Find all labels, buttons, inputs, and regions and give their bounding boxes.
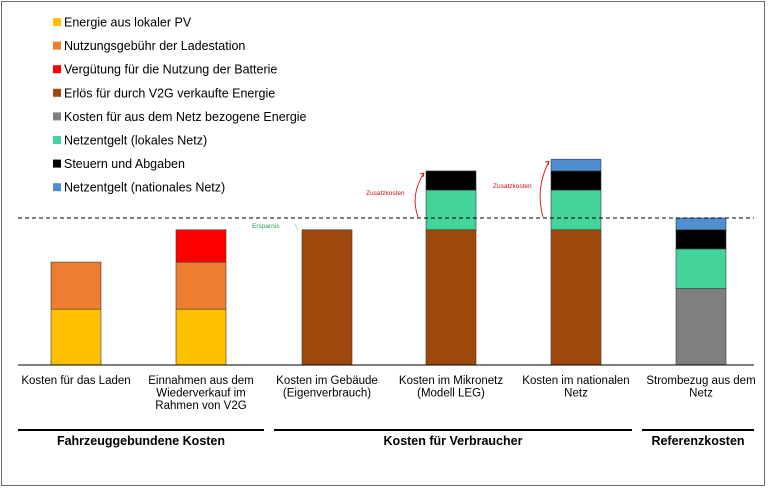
category-label-3-line-1: Kosten im Gebäude — [276, 375, 378, 387]
legend-label-verg-tung-f-r-die-nutzung-der-batterie: Vergütung für die Nutzung der Batterie — [64, 63, 277, 77]
bar-einnahmen-aus-dem-wiederverkauf-im-rahmen-von-v2g-verg-tung-f-r-die-nutzung-der-batterie — [175, 229, 227, 263]
legend-swatch-energie-aus-lokaler-pv — [53, 18, 61, 26]
legend-swatch-netzentgelt-nationales-netz — [53, 183, 61, 192]
category-label-2-line-2: Wiederverkauf im — [156, 388, 245, 400]
category-label-2-line-3: Rahmen von V2G — [155, 400, 246, 412]
legend-label-nutzungsgeb-hr-der-ladestation: Nutzungsgebühr der Ladestation — [64, 39, 245, 53]
bar-kosten-im-nationalen-netz-netzentgelt-nationales-netz — [550, 158, 602, 172]
legend-swatch-steuern-und-abgaben — [53, 159, 61, 168]
legend-label-steuern-und-abgaben: Steuern und Abgaben — [64, 157, 185, 171]
category-label-6-line-2: Netz — [689, 388, 713, 400]
category-label-3-line-2: (Eigenverbrauch) — [283, 388, 371, 400]
bar-kosten-im-mikronetz-modell-leg-erl-s-f-r-durch-v2g-verkaufte-energie — [425, 229, 477, 366]
category-label-5-line-1: Kosten im nationalen — [522, 375, 629, 387]
legend-label-kosten-f-r-aus-dem-netz-bezogene-energie: Kosten für aus dem Netz bezogene Energie — [64, 110, 307, 124]
annotation-zusatzkosten-arrowhead-national — [544, 160, 550, 166]
legend-label-netzentgelt-nationales-netz: Netzentgelt (nationales Netz) — [64, 181, 225, 195]
annotation-ersparnis: Ersparnis — [252, 223, 280, 230]
legend-swatch-nutzungsgeb-hr-der-ladestation — [53, 41, 61, 50]
bar-kosten-im-nationalen-netz-netzentgelt-lokales-netz — [550, 189, 602, 231]
legend-swatch-verg-tung-f-r-die-nutzung-der-batterie — [53, 65, 61, 74]
category-label-4-line-1: Kosten im Mikronetz — [399, 375, 503, 387]
legend-swatch-kosten-f-r-aus-dem-netz-bezogene-energie — [53, 112, 61, 121]
annotation-zusatzkosten-arrow-national — [539, 160, 550, 218]
bar-kosten-im-geb-ude-eigenverbrauch-erl-s-f-r-durch-v2g-verkaufte-energie — [301, 229, 353, 366]
annotation-zusatzkosten-national: Zusatzkosten — [493, 183, 532, 190]
category-label-1-line-1: Kosten für das Laden — [21, 375, 130, 387]
bar-einnahmen-aus-dem-wiederverkauf-im-rahmen-von-v2g-energie-aus-lokaler-pv — [175, 308, 227, 366]
bar-kosten-im-mikronetz-modell-leg-netzentgelt-lokales-netz — [425, 189, 477, 231]
bar-kosten-f-r-das-laden-energie-aus-lokaler-pv — [50, 308, 102, 366]
category-label-4-line-2: (Modell LEG) — [417, 388, 485, 400]
group-label-fahrzeuggebundene-kosten: Fahrzeuggebundene Kosten — [57, 434, 225, 448]
group-label-kosten-f-r-verbraucher: Kosten für Verbraucher — [384, 434, 523, 448]
bar-strombezug-aus-dem-netz-netzentgelt-nationales-netz — [675, 217, 727, 231]
category-label-2-line-1: Einnahmen aus dem — [148, 375, 253, 387]
group-label-referenzkosten: Referenzkosten — [651, 434, 744, 448]
annotation-zusatzkosten-arrow-mikronetz — [414, 172, 425, 218]
bar-strombezug-aus-dem-netz-kosten-f-r-aus-dem-netz-bezogene-energie — [675, 288, 727, 366]
bar-kosten-f-r-das-laden-nutzungsgeb-hr-der-ladestation — [50, 261, 102, 310]
legend-swatch-netzentgelt-lokales-netz — [53, 136, 61, 144]
bar-strombezug-aus-dem-netz-netzentgelt-lokales-netz — [675, 248, 727, 289]
bar-kosten-im-nationalen-netz-erl-s-f-r-durch-v2g-verkaufte-energie — [550, 229, 602, 366]
bar-einnahmen-aus-dem-wiederverkauf-im-rahmen-von-v2g-nutzungsgeb-hr-der-ladestation — [175, 261, 227, 310]
category-label-5-line-2: Netz — [564, 388, 588, 400]
annotation-ersparnis-arrow — [294, 223, 299, 231]
legend-label-energie-aus-lokaler-pv: Energie aus lokaler PV — [64, 16, 192, 30]
legend-label-erl-s-f-r-durch-v2g-verkaufte-energie: Erlös für durch V2G verkaufte Energie — [64, 86, 275, 100]
bar-kosten-im-nationalen-netz-steuern-und-abgaben — [550, 170, 602, 191]
legend-swatch-erl-s-f-r-durch-v2g-verkaufte-energie — [53, 88, 61, 97]
legend-label-netzentgelt-lokales-netz: Netzentgelt (lokales Netz) — [64, 134, 207, 148]
bar-strombezug-aus-dem-netz-steuern-und-abgaben — [675, 229, 727, 250]
annotation-zusatzkosten-arrowhead-mikronetz — [419, 172, 425, 178]
annotation-zusatzkosten-mikronetz: Zusatzkosten — [366, 190, 405, 197]
category-label-6-line-1: Strombezug aus dem — [646, 375, 755, 387]
bar-kosten-im-mikronetz-modell-leg-steuern-und-abgaben — [425, 170, 477, 191]
